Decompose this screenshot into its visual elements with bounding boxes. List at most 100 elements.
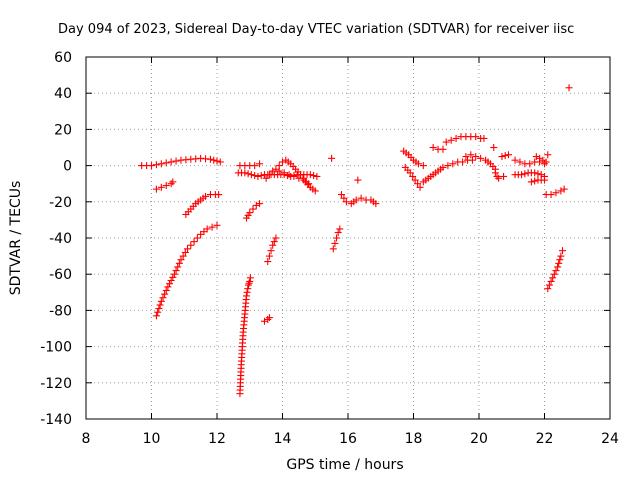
data-point [285,171,293,179]
y-tick-label: -100 [40,340,72,356]
data-point [554,263,562,271]
y-tick-label: 0 [63,159,72,175]
data-point [493,172,501,180]
data-point [491,169,499,177]
data-point [521,170,529,178]
plot-frame [85,56,611,420]
data-point [411,176,419,184]
data-point [148,162,155,170]
x-tick-label: 20 [470,431,488,447]
data-point [416,183,424,191]
data-point [504,151,512,159]
data-point [542,158,550,166]
data-point [162,286,170,294]
x-tick-label: 16 [339,431,357,447]
data-point [295,174,303,182]
data-point [155,305,163,313]
data-point [161,290,169,298]
data-point [550,270,558,278]
data-point [409,172,417,180]
data-point [213,157,221,165]
data-point [372,200,380,208]
data-point [305,180,313,188]
data-point [337,191,345,199]
data-point [527,178,535,186]
data-point [272,165,280,173]
data-point [439,145,447,153]
data-point [254,172,262,180]
data-point [547,277,555,285]
y-tick-label: -80 [49,303,72,319]
data-point [244,285,252,293]
data-point [203,225,211,233]
data-point [532,153,540,161]
data-point [310,172,318,180]
data-point [472,153,480,161]
x-tick-label: 10 [143,431,161,447]
data-point [216,158,224,166]
data-point [157,183,165,191]
data-point [334,229,342,237]
data-point [495,174,503,182]
data-point [193,234,201,242]
data-point [256,160,264,168]
data-point [552,267,560,275]
data-point [357,194,365,202]
data-point [340,194,348,202]
data-point [439,163,447,171]
data-point [175,259,183,267]
data-point [246,277,254,285]
data-point [172,157,180,165]
data-point [265,171,273,179]
data-point [534,170,542,178]
data-point [444,162,452,170]
data-point [208,223,216,231]
data-point [472,133,480,141]
data-point [557,252,565,260]
data-point [442,138,450,146]
data-point [246,274,254,282]
data-point [306,171,314,179]
data-point [559,247,567,255]
data-point [541,176,548,184]
data-point [166,280,174,288]
data-point [252,201,260,209]
x-tick-label: 22 [536,431,554,447]
data-point [280,169,288,177]
x-tick-label: 8 [82,431,91,447]
data-point [167,158,175,166]
data-point [251,162,259,170]
y-tick-label: -40 [49,231,72,247]
data-point [544,285,552,293]
data-point [311,187,319,195]
data-point [244,281,252,289]
y-tick-label: -60 [49,267,72,283]
data-point [501,152,509,160]
chart-title: Day 094 of 2023, Sidereal Day-to-day VTE… [58,22,574,37]
data-point [328,154,336,162]
data-point [159,294,167,302]
data-point [547,191,555,199]
data-point [555,259,563,267]
data-point [329,245,337,253]
data-point [560,185,568,193]
data-point [157,297,165,305]
x-tick-label: 18 [405,431,423,447]
data-point [257,172,265,180]
data-point [174,263,182,271]
data-point [500,172,508,180]
data-point [184,245,192,253]
data-point [162,159,170,167]
data-point [406,169,414,177]
data-point [169,178,177,186]
data-point [164,283,172,291]
y-tick-label: -120 [40,376,72,392]
data-point [181,248,189,256]
data-point [152,312,160,320]
data-point [511,156,519,164]
data-point [162,182,170,190]
data-point [270,238,278,246]
data-point [249,205,257,213]
data-point [419,162,427,170]
data-point [352,196,360,204]
